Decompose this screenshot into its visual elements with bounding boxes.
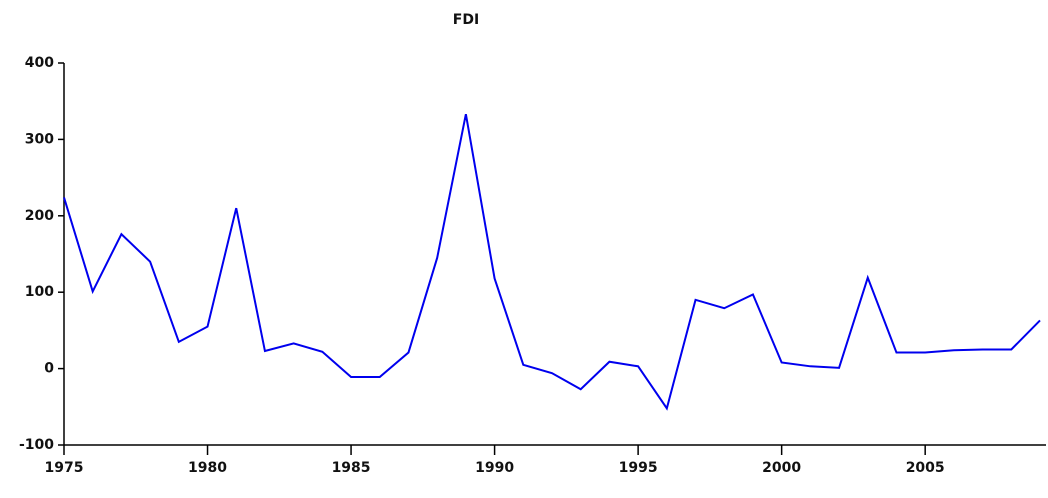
- x-tick-label: 2005: [906, 460, 945, 476]
- chart-title: FDI: [453, 12, 479, 28]
- y-tick-label: -100: [19, 437, 54, 453]
- y-tick-label: 100: [25, 284, 54, 300]
- y-tick-label: 200: [25, 208, 54, 224]
- x-tick-label: 2000: [762, 460, 801, 476]
- x-tick-label: 1980: [188, 460, 227, 476]
- x-tick-label: 1995: [619, 460, 658, 476]
- x-tick-label: 1975: [45, 460, 84, 476]
- y-tick-label: 300: [25, 131, 54, 147]
- y-tick-label: 0: [44, 361, 54, 377]
- y-tick-label: 400: [25, 55, 54, 71]
- x-tick-label: 1990: [475, 460, 514, 476]
- x-tick-label: 1985: [332, 460, 371, 476]
- data-line: [63, 113, 1041, 411]
